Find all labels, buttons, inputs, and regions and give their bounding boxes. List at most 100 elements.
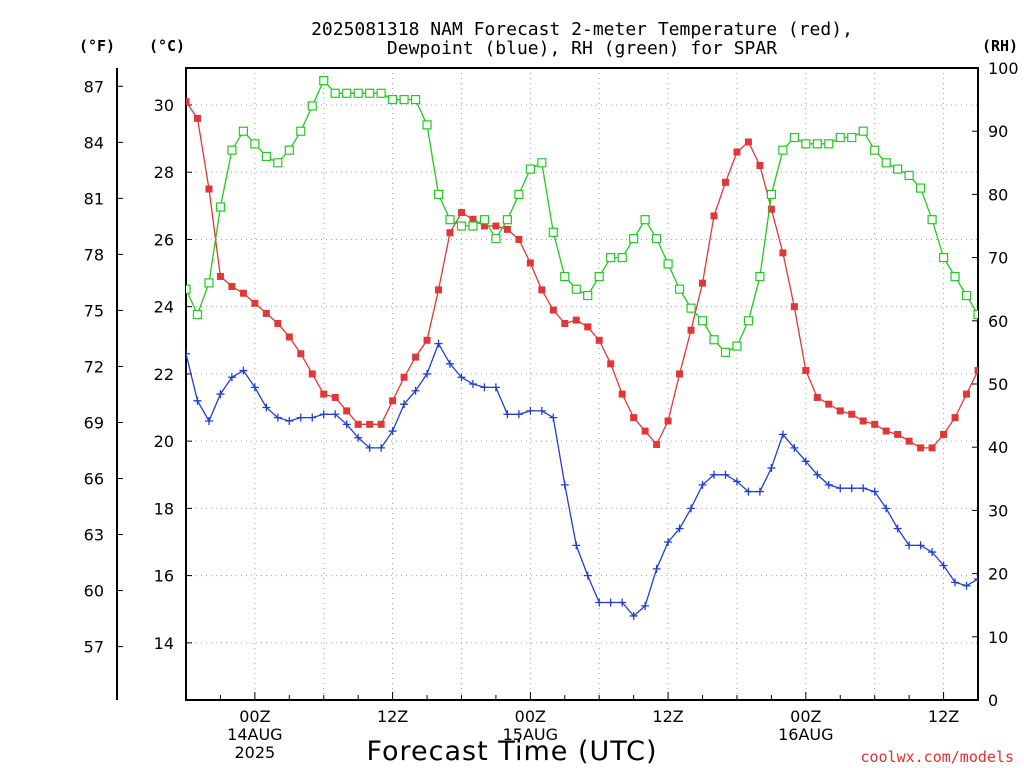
temperature-point [917, 444, 925, 452]
rh-point [916, 183, 926, 193]
rh-point [537, 158, 547, 168]
dewpoint-point [1008, 548, 1016, 556]
chart-title-line1: 2025081318 NAM Forecast 2-meter Temperat… [311, 19, 853, 40]
dewpoint-point [710, 470, 718, 479]
temperature-point [193, 114, 201, 122]
temperature-point [618, 390, 626, 398]
rh-point [422, 120, 432, 130]
temperature-point [986, 330, 993, 337]
temperature-point [894, 430, 902, 438]
dewpoint-point [262, 403, 271, 412]
temperature-point [756, 161, 764, 169]
rh-tick-label: 70 [988, 249, 1008, 268]
dewpoint-point [388, 427, 397, 436]
dewpoint-point [480, 383, 489, 392]
rh-series [186, 76, 1024, 357]
dewpoint-point [606, 598, 615, 607]
fahrenheit-tick-label: 72 [84, 357, 104, 376]
rh-point [629, 234, 639, 244]
dewpoint-point [354, 433, 363, 442]
rh-point [296, 126, 306, 136]
unit-label-fahrenheit: (°F) [79, 37, 115, 55]
dewpoint-point [618, 598, 627, 607]
dewpoint-point [962, 581, 971, 590]
temperature-point [607, 360, 615, 368]
rh-point [1008, 342, 1016, 350]
temperature-point [343, 407, 351, 415]
rh-point [525, 164, 535, 174]
celsius-tick-label: 16 [154, 567, 174, 586]
temperature-point [216, 272, 224, 280]
x-tick-label: 16AUG [778, 725, 833, 744]
rh-point [456, 221, 467, 231]
dewpoint-point [204, 416, 213, 425]
temperature-point [940, 430, 948, 438]
temperature-point [1020, 226, 1024, 233]
rh-point [1020, 342, 1024, 350]
dewpoint-point [824, 480, 833, 489]
temperature-point [526, 259, 534, 267]
rh-point [606, 253, 616, 263]
rh-tick-label: 50 [988, 375, 1008, 394]
rh-point [365, 88, 375, 98]
rh-tick-label: 60 [988, 312, 1008, 331]
temperature-point [825, 400, 833, 408]
dewpoint-point [664, 538, 673, 546]
temperature-point [205, 185, 213, 193]
dewpoint-point [870, 487, 879, 496]
dewpoint-point [744, 487, 753, 496]
celsius-tick-label: 20 [154, 432, 174, 451]
rh-point [766, 189, 776, 199]
rh-point [789, 132, 799, 143]
rh-point [376, 88, 386, 98]
rh-tick-label: 30 [988, 501, 1008, 520]
temperature-point [549, 306, 557, 314]
dewpoint-line [186, 342, 978, 617]
fahrenheit-tick-label: 57 [84, 638, 104, 657]
rh-point [938, 253, 949, 263]
temperature-point [423, 336, 431, 344]
rh-point [870, 145, 880, 155]
dewpoint-point [882, 504, 891, 513]
temperature-point [951, 414, 959, 422]
rh-point [835, 132, 845, 143]
temperature-point [251, 299, 259, 307]
dewpoint-point [583, 571, 592, 580]
temperature-point [997, 290, 1004, 297]
rh-point [468, 221, 478, 231]
temperature-point [767, 205, 775, 213]
x-tick-label: 12Z [652, 707, 683, 726]
rh-point [571, 284, 581, 294]
rh-point [399, 94, 409, 105]
x-tick-label: 12Z [928, 707, 959, 726]
temperature-point [848, 410, 856, 418]
dewpoint-point [778, 430, 787, 439]
temperature-point [871, 420, 879, 428]
dewpoint-point [514, 410, 523, 419]
temperature-point [836, 407, 844, 415]
temperature-point [400, 373, 408, 381]
dewpoint-point [296, 413, 305, 422]
rh-point [261, 151, 271, 162]
rh-point [997, 342, 1005, 350]
rh-tick-label: 20 [988, 565, 1008, 584]
temperature-point [366, 420, 374, 428]
dewpoint-point [572, 541, 581, 550]
x-tick-label: 2025 [235, 743, 276, 762]
dewpoint-point [227, 373, 236, 382]
temperature-point [308, 370, 316, 378]
temperature-point [457, 209, 465, 217]
rh-tick-label: 80 [988, 185, 1008, 204]
dewpoint-point [641, 601, 650, 610]
temperature-point [584, 323, 592, 331]
x-tick-label: 12Z [377, 707, 408, 726]
rh-point [491, 234, 501, 244]
rh-point [847, 132, 857, 143]
dewpoint-point [813, 470, 822, 479]
dewpoint-point [434, 339, 443, 348]
rh-point [583, 290, 593, 301]
fahrenheit-tick-label: 63 [84, 526, 104, 545]
dewpoint-point [239, 366, 248, 375]
temperature-point [779, 249, 787, 257]
dewpoint-point [1020, 545, 1024, 553]
